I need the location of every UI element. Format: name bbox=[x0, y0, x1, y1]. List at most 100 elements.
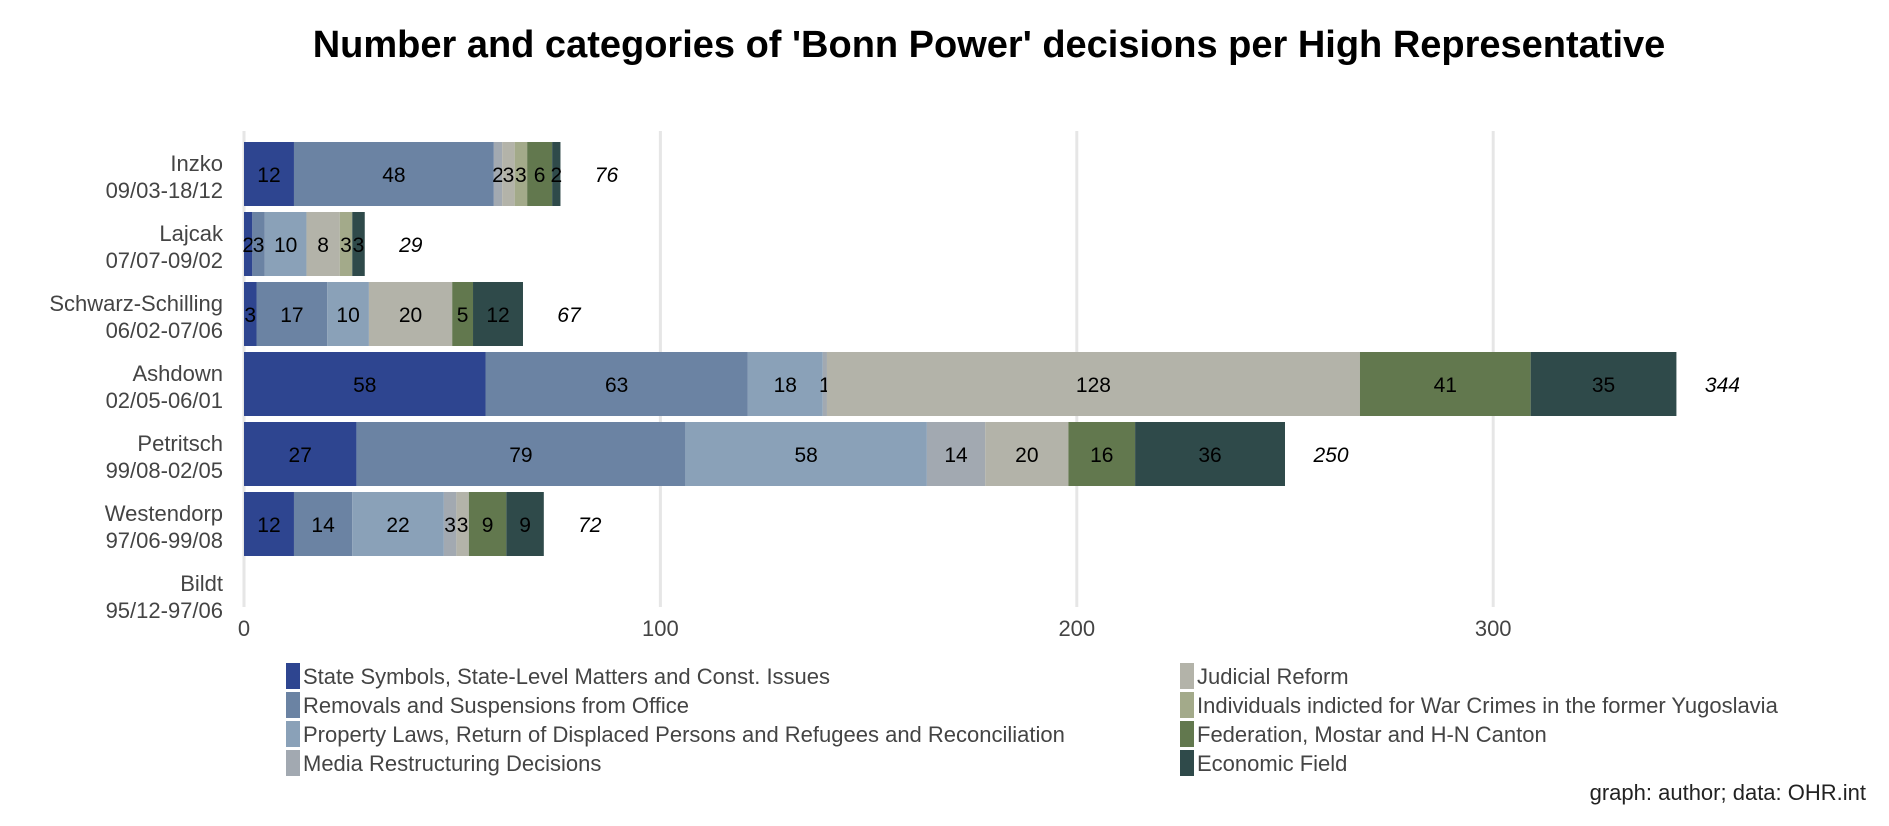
bar-segment bbox=[356, 422, 686, 486]
legend-swatch bbox=[1180, 663, 1194, 689]
segment-value-label: 18 bbox=[774, 374, 797, 397]
x-tick-label: 100 bbox=[642, 616, 679, 641]
segment-value-label: 12 bbox=[486, 304, 509, 327]
legend-swatch bbox=[286, 692, 300, 718]
chart-title: Number and categories of 'Bonn Power' de… bbox=[313, 24, 1666, 66]
category-name-label: Inzko bbox=[170, 151, 223, 176]
bar-segment bbox=[293, 142, 494, 206]
bar-segment bbox=[293, 492, 353, 556]
bar-segment bbox=[1135, 422, 1285, 486]
category-name-label: Schwarz-Schilling bbox=[49, 291, 223, 316]
segment-value-label: 58 bbox=[353, 374, 376, 397]
legend-label: Judicial Reform bbox=[1197, 664, 1349, 689]
bar-total-label: 250 bbox=[1312, 444, 1348, 467]
bar-segment bbox=[244, 492, 294, 556]
category-name-label: Bildt bbox=[180, 571, 223, 596]
legend-label: Individuals indicted for War Crimes in t… bbox=[1197, 693, 1779, 718]
legend-swatch bbox=[286, 663, 300, 689]
segment-value-label: 16 bbox=[1090, 444, 1113, 467]
legend-swatch bbox=[286, 750, 300, 776]
category-period-label: 06/02-07/06 bbox=[106, 318, 223, 343]
segment-value-label: 58 bbox=[794, 444, 817, 467]
segment-value-label: 20 bbox=[1015, 444, 1038, 467]
category-period-label: 97/06-99/08 bbox=[106, 528, 223, 553]
segment-value-label: 20 bbox=[399, 304, 422, 327]
segment-value-label: 1 bbox=[819, 374, 831, 397]
bar-segment bbox=[502, 142, 515, 206]
chart-caption: graph: author; data: OHR.int bbox=[1590, 780, 1866, 805]
segment-value-label: 17 bbox=[280, 304, 303, 327]
bar-segment bbox=[485, 352, 748, 416]
x-tick-label: 200 bbox=[1058, 616, 1095, 641]
bar-segment bbox=[252, 212, 265, 276]
bar-segment bbox=[747, 352, 823, 416]
x-tick-label: 0 bbox=[238, 616, 250, 641]
segment-value-label: 36 bbox=[1198, 444, 1221, 467]
segment-value-label: 14 bbox=[311, 514, 335, 537]
segment-value-label: 10 bbox=[274, 234, 297, 257]
bar-segment bbox=[244, 422, 357, 486]
segment-value-label: 2 bbox=[550, 164, 562, 187]
bar-segment bbox=[256, 282, 328, 346]
bar-segment bbox=[327, 282, 369, 346]
legend-label: Economic Field bbox=[1197, 751, 1347, 776]
bar-segment bbox=[527, 142, 553, 206]
segment-value-label: 5 bbox=[457, 304, 469, 327]
bar-segment bbox=[352, 492, 444, 556]
bar-total-label: 72 bbox=[578, 514, 602, 537]
segment-value-label: 22 bbox=[386, 514, 409, 537]
bar-segment bbox=[473, 282, 523, 346]
segment-value-label: 3 bbox=[353, 234, 365, 257]
segment-value-label: 3 bbox=[515, 164, 527, 187]
legend-swatch bbox=[286, 721, 300, 747]
x-axis-ticks: 0 100 200 300 bbox=[238, 616, 1512, 641]
segment-value-label: 12 bbox=[257, 164, 280, 187]
legend-swatch bbox=[1180, 692, 1194, 718]
segment-value-label: 41 bbox=[1434, 374, 1457, 397]
segment-value-label: 14 bbox=[944, 444, 968, 467]
category-name-label: Petritsch bbox=[137, 431, 223, 456]
bar-total-label: 29 bbox=[398, 234, 423, 257]
segment-value-label: 63 bbox=[605, 374, 628, 397]
bar-total-label: 67 bbox=[557, 304, 582, 327]
bar-segment bbox=[1068, 422, 1136, 486]
segment-value-label: 3 bbox=[503, 164, 515, 187]
bar-segment bbox=[468, 492, 507, 556]
bar-segment bbox=[985, 422, 1069, 486]
legend-label: State Symbols, State-Level Matters and C… bbox=[303, 664, 830, 689]
x-tick-label: 300 bbox=[1475, 616, 1512, 641]
bar-segment bbox=[452, 282, 474, 346]
bar-segment bbox=[352, 212, 365, 276]
segment-value-label: 9 bbox=[519, 514, 531, 537]
legend-label: Property Laws, Return of Displaced Perso… bbox=[303, 722, 1065, 747]
segment-value-label: 3 bbox=[444, 514, 456, 537]
segment-value-label: 3 bbox=[340, 234, 352, 257]
segment-value-label: 128 bbox=[1076, 374, 1111, 397]
bar-segment bbox=[339, 212, 353, 276]
bar-segment bbox=[514, 142, 528, 206]
bar-segment bbox=[244, 282, 257, 346]
segment-value-label: 48 bbox=[382, 164, 405, 187]
bar-segment bbox=[244, 212, 253, 276]
bar-segment bbox=[493, 142, 503, 206]
segment-value-label: 12 bbox=[257, 514, 280, 537]
category-name-label: Westendorp bbox=[105, 501, 223, 526]
category-period-label: 95/12-97/06 bbox=[106, 598, 223, 623]
category-period-label: 99/08-02/05 bbox=[106, 458, 223, 483]
bar-segment bbox=[306, 212, 340, 276]
bar-segment bbox=[552, 142, 561, 206]
bar-segment bbox=[1530, 352, 1677, 416]
segment-value-label: 8 bbox=[317, 234, 329, 257]
legend-label: Federation, Mostar and H-N Canton bbox=[1197, 722, 1547, 747]
bar-segment bbox=[368, 282, 453, 346]
category-period-label: 02/05-06/01 bbox=[106, 388, 223, 413]
bar-segment bbox=[1359, 352, 1531, 416]
legend-swatch bbox=[1180, 750, 1194, 776]
bar-segment bbox=[826, 352, 1360, 416]
bar-segment bbox=[244, 352, 486, 416]
category-period-label: 07/07-09/02 bbox=[106, 248, 223, 273]
legend: State Symbols, State-Level Matters and C… bbox=[286, 663, 1779, 776]
